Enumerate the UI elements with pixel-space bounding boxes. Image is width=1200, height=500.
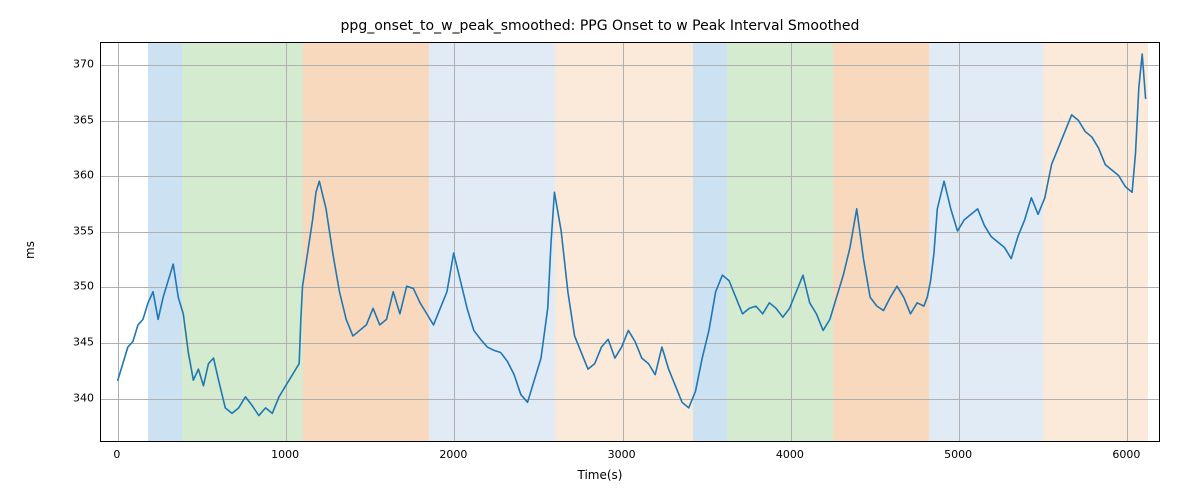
chart-title: ppg_onset_to_w_peak_smoothed: PPG Onset …	[0, 18, 1200, 34]
series-path	[118, 54, 1146, 416]
y-tick-label: 370	[66, 58, 94, 71]
x-tick-label: 6000	[1112, 448, 1140, 461]
y-tick-label: 360	[66, 169, 94, 182]
x-tick-label: 1000	[271, 448, 299, 461]
y-tick-label: 350	[66, 280, 94, 293]
y-tick-label: 365	[66, 113, 94, 126]
y-tick-label: 340	[66, 391, 94, 404]
x-tick-label: 5000	[944, 448, 972, 461]
x-tick-label: 2000	[439, 448, 467, 461]
x-axis-label: Time(s)	[0, 468, 1200, 482]
y-tick-label: 355	[66, 224, 94, 237]
line-series	[101, 43, 1159, 441]
x-tick-label: 0	[113, 448, 120, 461]
y-tick-label: 345	[66, 336, 94, 349]
y-axis-label: ms	[23, 241, 37, 259]
x-tick-label: 4000	[776, 448, 804, 461]
x-tick-label: 3000	[608, 448, 636, 461]
plot-area	[100, 42, 1160, 442]
figure: ppg_onset_to_w_peak_smoothed: PPG Onset …	[0, 0, 1200, 500]
